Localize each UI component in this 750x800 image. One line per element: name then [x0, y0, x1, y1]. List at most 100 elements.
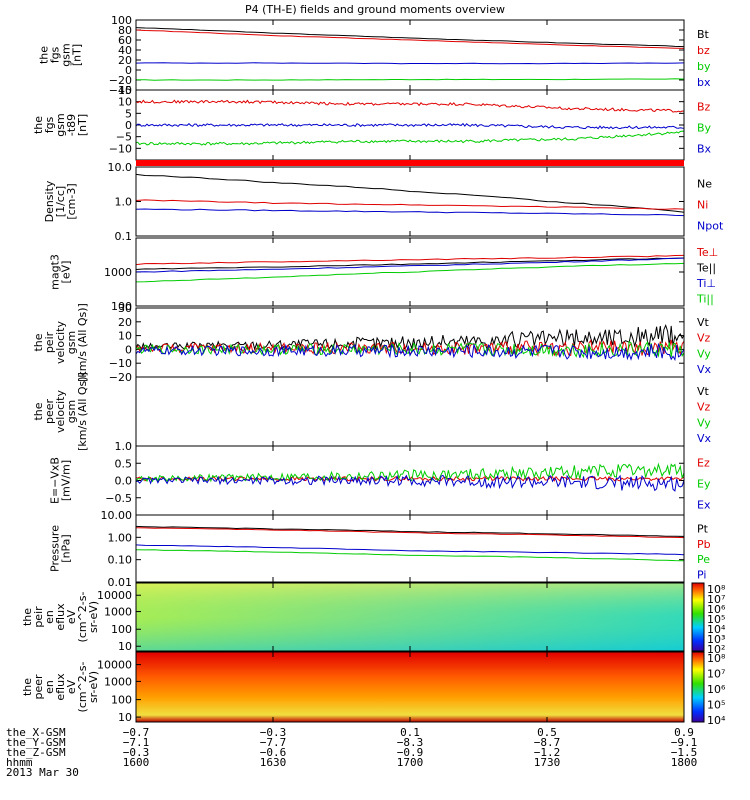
ytick-label: 0 [125, 64, 132, 77]
series-line-Vx [135, 342, 685, 362]
ylabel-line: [nT] [71, 44, 84, 66]
xaxis-tick-value: 0.9 [674, 726, 694, 739]
legend-entry: bx [697, 76, 711, 89]
xaxis-tick-value: −0.6 [260, 746, 287, 759]
ylabel-line: peir [43, 331, 56, 353]
legend-entry: Vx [697, 432, 712, 445]
ylabel-line: [km/s (All Qs)] [76, 372, 89, 451]
series-line-bx [135, 62, 685, 65]
panel-peir_en_eflux: thepeirenefluxeV(cm^2-s-sr-eV)10000 1000 1… [21, 582, 726, 656]
ytick-label: 1.0 [115, 196, 133, 209]
panel-ylabel: thepeirenefluxeV(cm^2-s-sr-eV) [21, 592, 100, 643]
xaxis-tick-value: 0.5 [537, 726, 557, 739]
legend-entry: Vt [697, 385, 710, 398]
series-line-Pe [135, 549, 685, 562]
ytick-label: −40 [109, 84, 132, 97]
legend-entry: Vy [697, 347, 711, 360]
ylabel-line: the [32, 116, 45, 134]
colorbar-tick: 10⁸ [707, 583, 726, 596]
ylabel-line: gsm [54, 113, 67, 136]
ytick-label: 1000 [104, 675, 132, 688]
ytick-label: 0.5 [115, 457, 133, 470]
xaxis-tick-value: 1630 [260, 756, 287, 769]
ytick-label: 20 [118, 316, 132, 329]
ytick-label: 0.10 [108, 554, 133, 567]
xaxis-tick-value: −1.5 [671, 746, 698, 759]
ytick-label: 10000 [97, 659, 132, 672]
ylabel-line: eV [65, 679, 78, 694]
legend-entry: Te|| [696, 261, 716, 274]
legend-entry: Ti⊥ [696, 277, 716, 290]
ytick-label: 100 [111, 694, 132, 707]
panel-frame [135, 514, 685, 583]
ylabel-line: eflux [54, 673, 67, 701]
colorbar-tick: 10² [707, 643, 725, 656]
colorbar-tick: 10⁴ [707, 714, 726, 727]
series-line-By [135, 130, 685, 146]
legend-entry: Vz [697, 332, 711, 345]
ytick-label: 1.00 [108, 531, 133, 544]
panel-ylabel: thepeerenefluxeV(cm^2-s-sr-eV) [21, 662, 100, 713]
series-line-Ti|| [135, 262, 685, 283]
xaxis-tick-value: −7.7 [260, 736, 287, 749]
ytick-label: 40 [118, 44, 132, 57]
legend-entry: Ey [697, 478, 711, 491]
series-line-by [136, 78, 685, 81]
ytick-label: 30 [118, 302, 132, 315]
series-line-Bz [135, 99, 685, 113]
ytick-label: −5 [116, 131, 132, 144]
ytick-label: 100 [111, 300, 132, 313]
ytick-label: 0.1 [115, 230, 133, 243]
legend-entry: Pb [697, 538, 711, 551]
ylabel-line: velocity [54, 321, 67, 364]
xaxis-row-label: 2013 Mar 30 [6, 766, 79, 779]
panel-peir_velocity: thepeirvelocitygsm[km/s (All Qs)] 3020100… [32, 302, 712, 384]
series-line-Pi [135, 544, 685, 556]
legend-entry: By [697, 122, 712, 135]
ytick-label: −20 [109, 371, 132, 384]
colorbar-tick: 10⁶ [707, 603, 726, 616]
colorbar [691, 582, 705, 652]
data-gap-bar [136, 160, 684, 166]
ytick-label: 80 [118, 24, 132, 37]
ytick-label: 60 [118, 34, 132, 47]
colorbar-tick: 10⁵ [707, 613, 725, 626]
ylabel-line: the [32, 333, 45, 351]
series-line-Pt [135, 525, 685, 537]
ytick-label: −0.5 [105, 492, 132, 505]
series-line-bz [135, 29, 685, 49]
spectrogram-ion-overlay [136, 583, 684, 651]
ylabel-line: fgs [43, 116, 56, 133]
ytick-label: 1000 [104, 266, 132, 279]
colorbar-tick: 10⁶ [707, 683, 726, 696]
ytick-label: 10 [118, 330, 132, 343]
ylabel-line: en [43, 680, 56, 694]
legend-entry: Vx [697, 363, 712, 376]
series-line-Npot [135, 208, 685, 217]
ylabel-line: Density [43, 180, 56, 222]
series-line-Ti⊥ [135, 257, 685, 273]
ytick-label: −10 [109, 142, 132, 155]
colorbar-tick: 10⁵ [707, 699, 725, 712]
legend-entry: Ni [697, 199, 708, 212]
ytick-label: 0.0 [115, 475, 133, 488]
series-line-Ne [135, 173, 685, 213]
legend-entry: Pi [697, 568, 706, 581]
colorbar-tick: 10⁷ [707, 593, 725, 606]
colorbar [691, 651, 705, 723]
ylabel-line: the [21, 608, 34, 626]
ytick-label: 15 [118, 84, 132, 97]
xaxis-tick-value: −1.2 [534, 746, 561, 759]
ytick-label: 0 [125, 343, 132, 356]
series-line-Bx [135, 122, 685, 130]
ylabel-line: [1/cc] [54, 186, 67, 217]
ylabel-line: [mV/m] [60, 460, 73, 501]
panel-ylabel: Density[1/cc][cm-3] [43, 180, 78, 222]
ylabel-line: the [32, 402, 45, 420]
ytick-label: 10 [118, 640, 132, 653]
panel-ylabel: Pressure[nPa] [49, 525, 73, 572]
panel-ylabel: magt3[eV] [49, 254, 73, 290]
legend-entry: Npot [697, 220, 724, 233]
